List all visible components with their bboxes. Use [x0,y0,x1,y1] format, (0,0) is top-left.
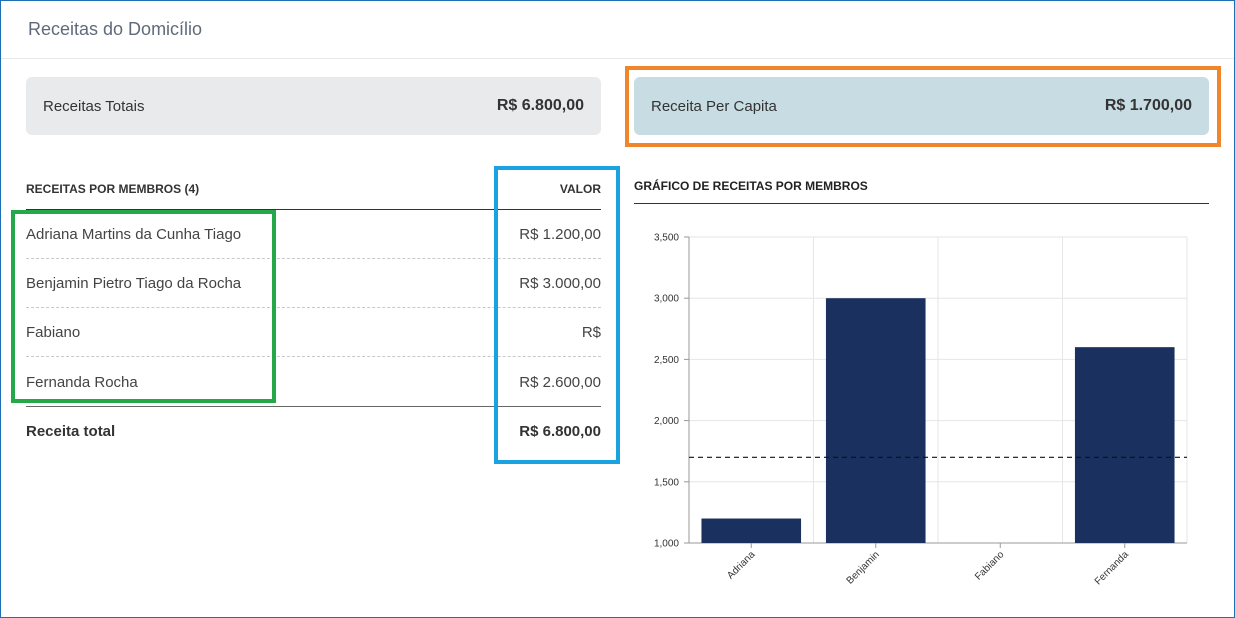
member-value: R$ 2.600,00 [519,374,601,391]
table-row: Adriana Martins da Cunha Tiago R$ 1.200,… [26,210,601,259]
table-row: Fabiano R$ [26,308,601,357]
chart-title-text: GRÁFICO DE RECEITAS POR MEMBROS [634,179,868,193]
income-bar-chart: 1,000 1,500 2,000 2,500 3,000 3,500 Adriana Ben… [654,233,1188,587]
table-row: Fernanda Rocha R$ 2.600,00 [26,358,601,407]
y-tick-label: 2,000 [654,416,679,427]
total-income-value: R$ 6.800,00 [496,97,584,114]
member-value: R$ 3.000,00 [519,275,601,292]
y-tick-label: 1,000 [654,539,679,550]
member-name: Adriana Martins da Cunha Tiago [26,226,242,243]
total-label: Receita total [26,423,116,440]
members-table-header: RECEITAS POR MEMBROS (4) VALOR [26,180,601,210]
members-column-header: RECEITAS POR MEMBROS (4) [26,182,200,196]
x-tick-label: Fernanda [1093,549,1131,587]
bar-benjamin [825,298,926,543]
x-tick-label: Fabiano [973,549,1007,583]
total-value: R$ 6.800,00 [519,423,601,440]
page-header: Receitas do Domicílio [1,1,1234,59]
member-name: Fabiano [26,324,81,341]
per-capita-value: R$ 1.700,00 [1104,97,1192,114]
y-tick-label: 2,500 [654,355,679,366]
bar-fernanda [1074,347,1175,543]
member-name: Benjamin Pietro Tiago da Rocha [26,275,242,292]
value-column-header: VALOR [559,182,601,196]
per-capita-label: Receita Per Capita [651,97,777,115]
member-name: Fernanda Rocha [26,374,138,391]
x-tick-label: Benjamin [845,549,882,586]
member-value: R$ [581,324,601,341]
x-tick-label: Adriana [725,549,757,581]
member-value: R$ 1.200,00 [519,226,601,243]
chart-title: GRÁFICO DE RECEITAS POR MEMBROS [634,178,1209,204]
total-income-label: Receitas Totais [43,97,145,115]
total-income-card: Receitas Totais R$ 6.800,00 [26,77,601,135]
y-tick-label: 3,500 [654,233,679,244]
y-tick-label: 1,500 [654,477,679,488]
per-capita-card: Receita Per Capita R$ 1.700,00 [634,77,1209,135]
table-total-row: Receita total R$ 6.800,00 [26,409,601,455]
table-row: Benjamin Pietro Tiago da Rocha R$ 3.000,… [26,259,601,308]
page-title: Receitas do Domicílio [28,19,203,39]
bar-adriana [701,518,802,543]
y-tick-label: 3,000 [654,294,679,305]
